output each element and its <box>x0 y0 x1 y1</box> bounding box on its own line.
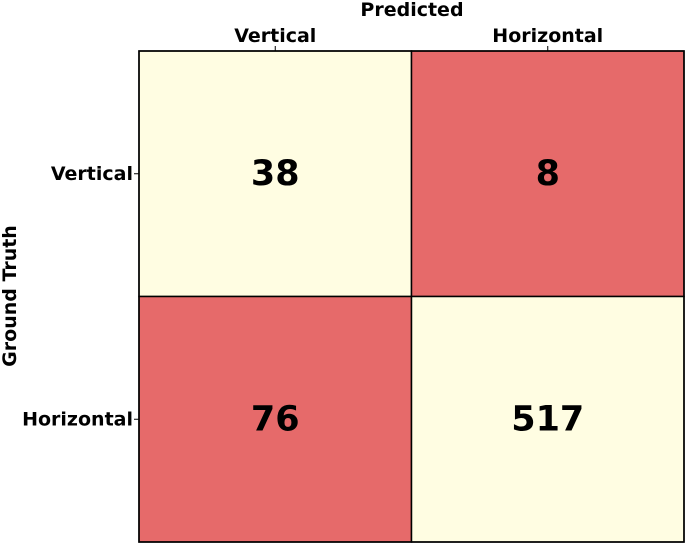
matrix-cell <box>138 295 413 543</box>
matrix-cell <box>410 50 685 298</box>
matrix-border <box>138 50 685 543</box>
cell-value-label: 76 <box>251 399 300 439</box>
matrix-cell <box>138 50 413 298</box>
matrix-cell <box>410 295 685 543</box>
cell-value-label: 8 <box>536 154 560 194</box>
y-tick-label: Vertical <box>51 163 133 185</box>
cell-value-label: 38 <box>251 154 300 194</box>
cell-value-label: 517 <box>511 399 584 439</box>
y-axis-title: Ground Truth <box>0 225 21 367</box>
x-axis-title: Predicted <box>360 0 463 21</box>
x-tick-label: Horizontal <box>492 25 603 47</box>
x-tick-label: Vertical <box>234 25 316 47</box>
x-tick-labels: Vertical Horizontal <box>234 25 603 51</box>
y-tick-labels: Vertical Horizontal <box>22 163 139 430</box>
y-tick-label: Horizontal <box>22 408 133 430</box>
matrix-cells: 38 8 76 517 <box>138 50 685 543</box>
